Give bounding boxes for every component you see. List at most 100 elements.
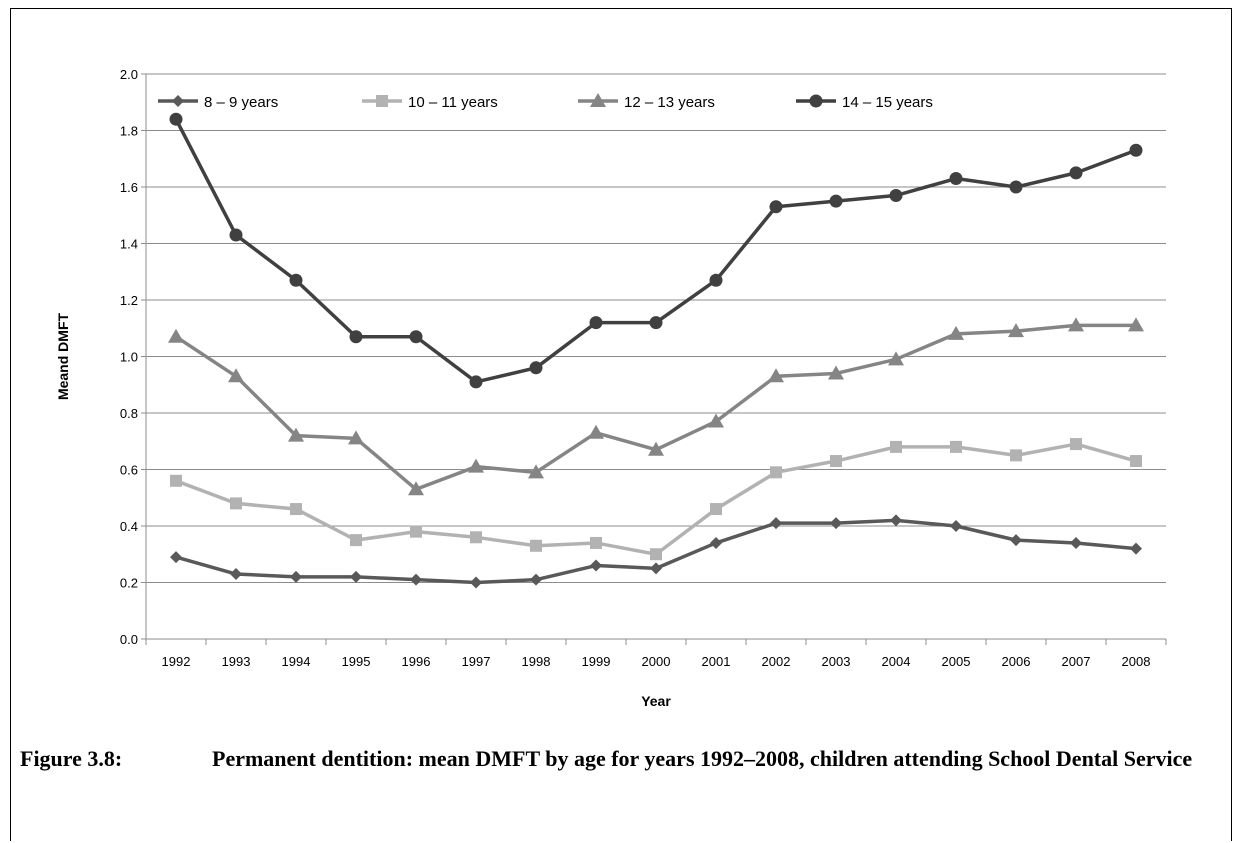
data-point [588, 424, 604, 439]
data-point [470, 531, 482, 544]
data-point [410, 525, 422, 538]
data-point [290, 503, 302, 516]
data-point [410, 573, 422, 586]
series-circle [169, 112, 1143, 389]
data-point [230, 497, 242, 510]
series-group [168, 112, 1144, 589]
data-point [290, 570, 302, 583]
y-tick-label: 1.4 [120, 237, 138, 252]
x-tick-label: 1993 [222, 654, 251, 669]
data-point [709, 273, 723, 287]
y-tick-label: 2.0 [120, 67, 138, 82]
legend-item: 8 – 9 years [158, 94, 278, 111]
data-point [1129, 143, 1143, 157]
legend-swatch-marker [172, 95, 184, 107]
data-point [1070, 438, 1082, 451]
x-tick-label: 2005 [942, 654, 971, 669]
data-point [948, 325, 964, 340]
data-point [949, 172, 963, 186]
x-tick-label: 2002 [762, 654, 791, 669]
series-line [175, 442, 1137, 556]
data-point [1130, 455, 1142, 468]
y-tick-label: 0.6 [120, 463, 138, 478]
data-point [950, 440, 962, 453]
legend-label: 14 – 15 years [842, 94, 933, 111]
data-point [649, 316, 663, 330]
data-point [170, 474, 182, 487]
series-line [174, 118, 1137, 384]
legend-label: 8 – 9 years [204, 94, 278, 111]
data-point [889, 188, 903, 202]
data-point [170, 551, 182, 564]
data-point [770, 517, 782, 530]
data-point [169, 112, 183, 126]
x-tick-label: 2003 [822, 654, 851, 669]
y-tick-label: 1.8 [120, 124, 138, 139]
data-point [888, 351, 904, 366]
legend-item: 14 – 15 years [796, 94, 933, 111]
legend-item: 12 – 13 years [578, 93, 715, 111]
legend: 8 – 9 years 10 – 11 years 12 – 13 years 14 … [158, 93, 933, 111]
x-tick-label: 2000 [642, 654, 671, 669]
figure-frame [10, 8, 1232, 841]
series-diamond [170, 514, 1142, 589]
data-point [769, 200, 783, 214]
data-point [529, 361, 543, 375]
y-axis-ticks: 0.0 0.2 0.4 0.6 0.8 1.0 1.2 1.4 1.6 1.8 2.0 [120, 67, 146, 647]
data-point [229, 228, 243, 242]
data-point [650, 548, 662, 561]
data-point [230, 568, 242, 581]
data-point [1010, 534, 1022, 547]
data-point [770, 466, 782, 479]
data-point [409, 330, 423, 344]
data-point [469, 375, 483, 389]
x-axis-title: Year [641, 693, 671, 709]
y-tick-label: 0.8 [120, 406, 138, 421]
data-point [710, 536, 722, 549]
x-tick-label: 1995 [342, 654, 371, 669]
data-point [1130, 542, 1142, 555]
data-point [348, 430, 364, 445]
x-tick-label: 2008 [1122, 654, 1151, 669]
data-point [349, 330, 363, 344]
x-tick-label: 1998 [522, 654, 551, 669]
data-point [1010, 449, 1022, 462]
data-point [710, 503, 722, 516]
data-point [288, 427, 304, 442]
legend-label: 10 – 11 years [408, 94, 498, 111]
legend-label: 12 – 13 years [624, 94, 715, 111]
data-point [830, 517, 842, 530]
figure-caption-label: Figure 3.8: [20, 746, 123, 771]
y-tick-label: 1.2 [120, 293, 138, 308]
y-tick-label: 0.0 [120, 632, 138, 647]
data-point [289, 273, 303, 287]
x-tick-label: 2007 [1062, 654, 1091, 669]
data-point [828, 365, 844, 380]
y-tick-label: 0.4 [120, 519, 138, 534]
y-tick-label: 1.0 [120, 350, 138, 365]
series-square [170, 438, 1142, 561]
data-point [530, 539, 542, 552]
x-axis-ticks: 1992 1993 1994 1995 1996 1997 1998 1999 2000 2001… [145, 639, 1167, 669]
data-point [1009, 180, 1023, 194]
axes [145, 74, 1166, 640]
data-point [590, 536, 602, 549]
data-point [1008, 323, 1024, 338]
data-point [829, 194, 843, 208]
data-point [950, 520, 962, 532]
data-point [650, 562, 662, 575]
data-point [350, 534, 362, 547]
data-point [470, 576, 482, 589]
x-tick-label: 1997 [462, 654, 491, 669]
x-tick-label: 2004 [882, 654, 911, 669]
series-triangle [168, 317, 1144, 496]
data-point [408, 481, 424, 496]
legend-item: 10 – 11 years [362, 94, 498, 111]
data-point [468, 458, 484, 473]
figure-caption-text: Permanent dentition: mean DMFT by age fo… [212, 746, 1193, 771]
data-point [648, 441, 664, 456]
x-tick-label: 2001 [702, 654, 731, 669]
series-line [175, 323, 1136, 492]
line-chart: 0.00.20.40.60.81.01.21.41.61.82.0 1992 19… [55, 67, 1167, 709]
y-tick-label: 1.6 [120, 180, 138, 195]
